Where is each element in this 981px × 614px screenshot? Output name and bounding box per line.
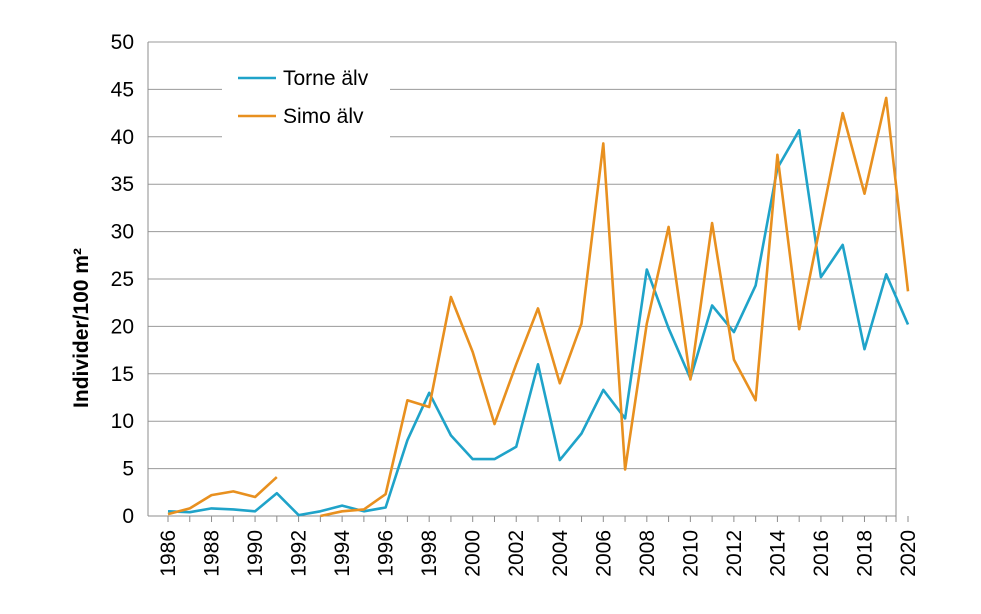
series-line-1 bbox=[167, 128, 910, 517]
y-tick-labels: 0 5 10 15 20 25 30 35 40 45 50 bbox=[111, 31, 134, 528]
y-tick-label: 15 bbox=[111, 363, 134, 386]
y-tick-label: 35 bbox=[111, 173, 134, 196]
x-tick-label: 2002 bbox=[505, 530, 528, 577]
x-tick-label: 1986 bbox=[157, 530, 180, 577]
y-tick-label: 5 bbox=[122, 458, 134, 481]
x-tick-label: 2016 bbox=[810, 530, 833, 577]
y-tick-label: 50 bbox=[111, 31, 134, 54]
x-tick-label: 2006 bbox=[592, 530, 615, 577]
x-tick-label: 1994 bbox=[331, 530, 354, 577]
x-tick-label: 1996 bbox=[375, 530, 398, 577]
series-line-2 bbox=[167, 476, 278, 516]
series-lines bbox=[167, 96, 910, 518]
y-tick-label: 10 bbox=[111, 410, 134, 433]
y-tick-label: 30 bbox=[111, 221, 134, 244]
axes bbox=[147, 42, 909, 522]
x-tick-label: 1992 bbox=[288, 530, 311, 577]
x-tick-label: 2014 bbox=[766, 530, 789, 577]
gridlines bbox=[148, 41, 896, 470]
series-line-2 bbox=[320, 96, 910, 518]
legend: Torne älv Simo älv bbox=[238, 67, 369, 128]
y-axis-title: Individer/100 m² bbox=[70, 248, 93, 408]
x-tick-label: 1998 bbox=[418, 530, 441, 577]
x-tick-label: 1990 bbox=[244, 530, 267, 577]
y-tick-label: 25 bbox=[111, 268, 134, 291]
x-tick-label: 2018 bbox=[853, 530, 876, 577]
legend-label: Torne älv bbox=[283, 67, 369, 90]
x-tick-label: 2020 bbox=[897, 530, 920, 577]
x-tick-label: 2004 bbox=[549, 530, 572, 577]
legend-label: Simo älv bbox=[283, 105, 364, 128]
y-tick-label: 45 bbox=[111, 78, 134, 101]
x-tick-label: 2008 bbox=[636, 530, 659, 577]
y-tick-label: 0 bbox=[122, 505, 134, 528]
y-tick-label: 40 bbox=[111, 126, 134, 149]
x-tick-label: 2010 bbox=[679, 530, 702, 577]
x-tick-label: 2012 bbox=[723, 530, 746, 577]
y-tick-label: 20 bbox=[111, 315, 134, 338]
x-tick-label: 2000 bbox=[462, 530, 485, 577]
legend-background bbox=[222, 62, 390, 140]
x-tick-label: 1988 bbox=[201, 530, 224, 577]
x-tick-labels: 1986 1988 1990 1992 1994 1996 1998 2000 2002 2004… bbox=[157, 530, 920, 577]
